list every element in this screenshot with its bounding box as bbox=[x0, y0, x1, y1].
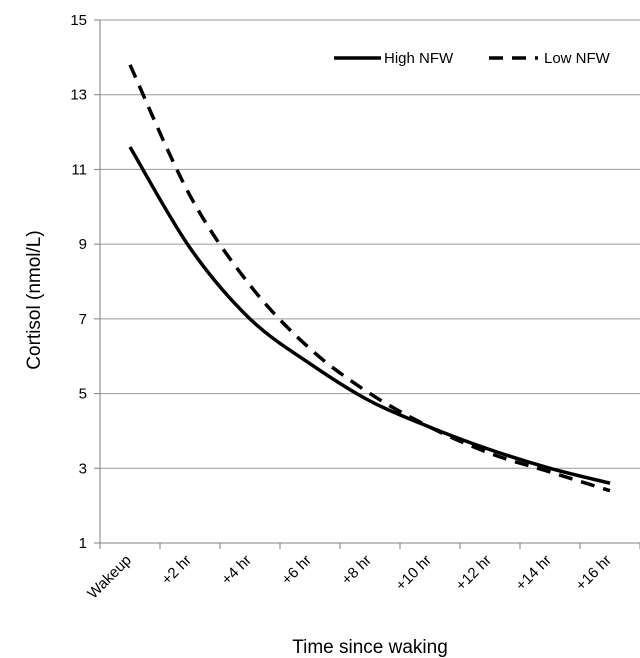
y-tick-label: 7 bbox=[79, 311, 87, 328]
x-tick-label: +16 hr bbox=[572, 552, 614, 594]
x-tick-labels: Wakeup +2 hr +4 hr +6 hr +8 hr +10 hr +12 hr +1… bbox=[84, 552, 615, 603]
x-tick-label: +8 hr bbox=[338, 552, 374, 588]
x-tick-label: +4 hr bbox=[218, 552, 254, 588]
x-axis-title: Time since waking bbox=[292, 637, 448, 658]
series-line-high-nfw bbox=[128, 146, 611, 485]
x-tick-label: Wakeup bbox=[84, 552, 135, 603]
x-tick-label: +2 hr bbox=[158, 552, 194, 588]
x-tick-label: +12 hr bbox=[452, 552, 494, 594]
axes bbox=[94, 19, 640, 549]
y-tick-label: 3 bbox=[79, 460, 87, 477]
legend-label: Low NFW bbox=[544, 50, 611, 67]
y-tick-label: 1 bbox=[79, 535, 87, 552]
y-tick-label: 9 bbox=[79, 236, 87, 253]
y-tick-label: 11 bbox=[71, 161, 87, 178]
legend-label: High NFW bbox=[384, 50, 454, 67]
y-tick-label: 5 bbox=[79, 386, 87, 403]
x-tick-label: +10 hr bbox=[392, 552, 434, 594]
x-tick-label: +14 hr bbox=[512, 552, 554, 594]
x-tick-label: +6 hr bbox=[278, 552, 314, 588]
gridlines bbox=[100, 19, 640, 469]
legend: High NFW Low NFW bbox=[334, 50, 611, 67]
y-tick-label: 15 bbox=[70, 12, 87, 29]
y-axis-title: Cortisol (nmol/L) bbox=[24, 230, 45, 369]
series-lines bbox=[128, 64, 611, 493]
y-tick-label: 13 bbox=[70, 87, 87, 104]
series-line-low-nfw bbox=[128, 64, 611, 493]
